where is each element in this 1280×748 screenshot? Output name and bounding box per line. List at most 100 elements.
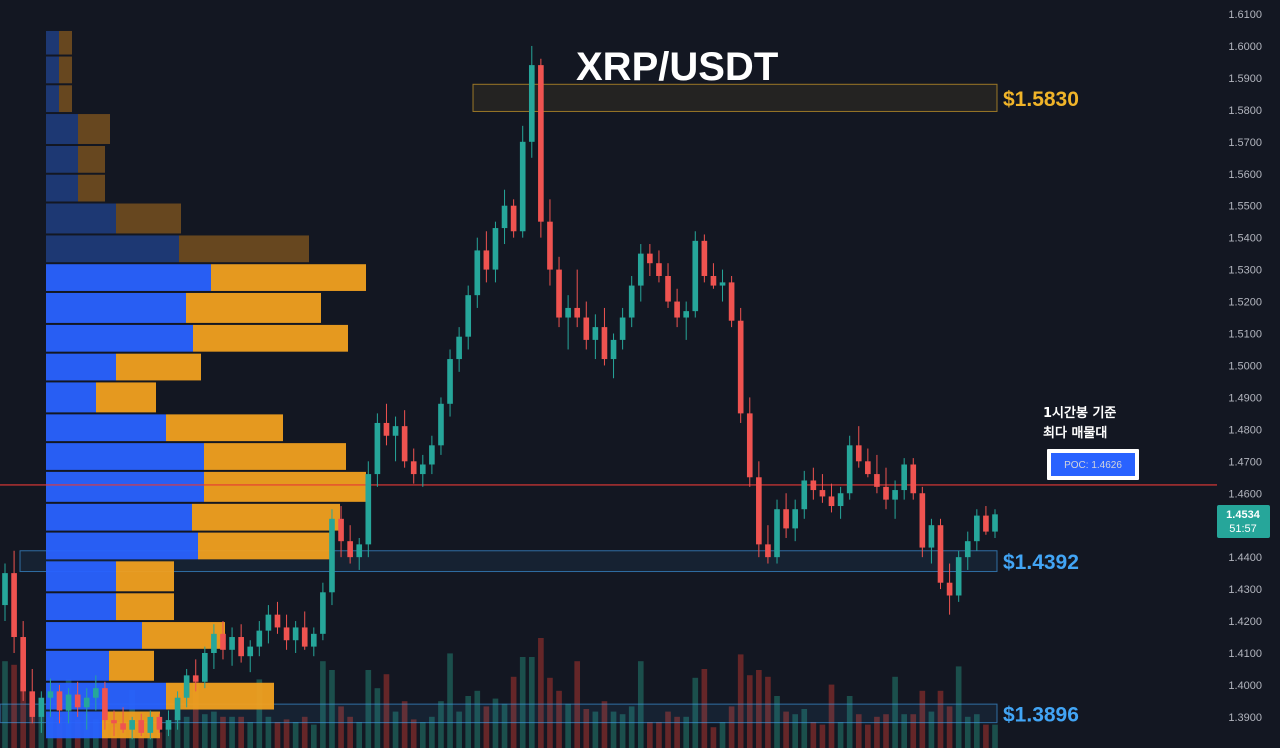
volume-bar (374, 688, 381, 748)
vp-buy-bar (46, 593, 116, 621)
volume-bar (610, 711, 617, 748)
candle-body (292, 627, 299, 641)
vp-sell-bar (116, 353, 201, 381)
candle-body (610, 339, 617, 360)
volume-bar (338, 706, 344, 748)
volume-bar (565, 703, 571, 748)
candle-body (874, 474, 880, 487)
volume-bar (456, 711, 462, 748)
vp-buy-bar (46, 85, 59, 113)
vp-buy-bar (46, 532, 198, 560)
volume-bar (919, 690, 926, 748)
volume-bar (483, 706, 490, 748)
y-tick-label: 1.3900 (1228, 712, 1262, 724)
vp-sell-bar (116, 561, 174, 592)
volume-bar (828, 684, 835, 748)
vp-buy-bar (46, 353, 116, 381)
volume-bar (592, 711, 599, 748)
candle-body (937, 525, 944, 583)
volume-bar (737, 654, 744, 748)
volume-bar (429, 716, 435, 748)
volume-bar (510, 676, 517, 748)
y-tick-label: 1.5100 (1228, 329, 1262, 341)
volume-bar (11, 664, 17, 748)
y-tick-label: 1.5200 (1228, 297, 1262, 309)
vp-buy-bar (46, 711, 102, 739)
volume-bar (156, 732, 163, 748)
volume-bar (674, 716, 680, 748)
candle-body (320, 592, 326, 634)
current-price-countdown: 51:57 (1229, 523, 1257, 535)
candle-body (701, 240, 708, 276)
candle-body (765, 544, 771, 558)
volume-bar (783, 711, 789, 748)
volume-bar (365, 670, 372, 748)
volume-bar (901, 714, 907, 748)
candle-body (283, 627, 290, 641)
candle-body (892, 490, 898, 500)
candle-body (801, 480, 808, 510)
chart-title: XRP/USDT (576, 45, 778, 89)
candle-body (501, 205, 508, 229)
candle-body (329, 518, 335, 593)
candle-body (2, 573, 8, 606)
candle-body (38, 697, 45, 717)
volume-bar (619, 714, 626, 748)
volume-bar (601, 701, 608, 748)
vp-sell-bar (116, 203, 181, 234)
volume-bar (492, 698, 499, 748)
candle-body (47, 691, 54, 698)
y-tick-label: 1.4100 (1228, 648, 1262, 660)
volume-bar (992, 724, 998, 748)
current-price-value: 1.4534 (1226, 509, 1261, 521)
candle-body (583, 317, 590, 340)
candle-body (710, 275, 717, 286)
volume-bar (274, 722, 281, 748)
volume-bar (837, 722, 844, 748)
volume-bar (229, 716, 235, 748)
vp-sell-bar (116, 593, 174, 621)
volume-bar (865, 724, 871, 748)
candle-body (120, 723, 126, 730)
volume-bar (528, 657, 535, 748)
candle-body (538, 65, 544, 222)
y-tick-label: 1.6100 (1228, 9, 1262, 21)
candle-body (928, 525, 935, 548)
volume-bar (183, 716, 190, 748)
volume-bar (855, 714, 862, 748)
volume-bar (728, 706, 735, 748)
candle-body (465, 295, 472, 337)
y-tick-label: 1.5700 (1228, 137, 1262, 149)
volume-bar (265, 716, 272, 748)
vp-sell-bar (59, 56, 72, 84)
volume-bar (955, 666, 962, 748)
vp-buy-bar (46, 114, 78, 144)
volume-bar (138, 729, 145, 748)
candle-body (174, 697, 181, 721)
candle-body (65, 694, 72, 711)
y-tick-label: 1.4800 (1228, 424, 1262, 436)
volume-bar (765, 676, 771, 748)
volume-bar (238, 716, 244, 748)
volume-bar (974, 714, 980, 748)
candle-body (111, 720, 117, 724)
annotation-line-2: 최다 매물대 (1043, 425, 1107, 441)
vp-buy-bar (46, 174, 78, 202)
vp-buy-bar (46, 235, 179, 263)
candle-body (447, 359, 453, 404)
candle-body (619, 317, 626, 340)
vp-buy-bar (46, 561, 116, 592)
candle-body (165, 720, 172, 730)
y-tick-label: 1.4200 (1228, 616, 1262, 628)
vp-sell-bar (186, 292, 321, 323)
volume-bar (211, 711, 217, 748)
level-label: $1.4392 (1003, 551, 1079, 574)
volume-bar (474, 690, 481, 748)
volume-bar (892, 676, 898, 748)
vp-buy-bar (46, 203, 116, 234)
vp-buy-bar (46, 382, 96, 413)
volume-bar (883, 714, 889, 748)
candle-body (592, 327, 599, 340)
volume-bar (756, 670, 762, 748)
